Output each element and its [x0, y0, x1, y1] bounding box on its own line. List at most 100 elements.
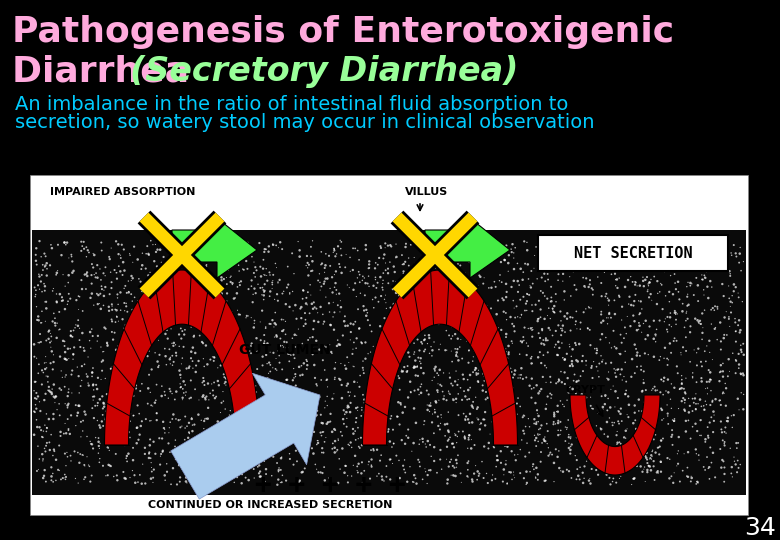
Point [197, 452, 210, 461]
Point [703, 366, 715, 374]
Point [91, 261, 104, 269]
Point [236, 362, 248, 371]
Point [142, 271, 154, 280]
Point [619, 389, 632, 398]
Point [471, 475, 484, 484]
Point [233, 441, 246, 449]
Point [518, 237, 530, 246]
Point [123, 249, 136, 258]
Point [321, 418, 334, 427]
Point [466, 475, 478, 484]
Point [604, 480, 617, 489]
Point [168, 243, 180, 252]
Point [202, 403, 215, 412]
Point [433, 297, 445, 306]
Point [638, 417, 651, 426]
Point [515, 370, 527, 379]
Point [472, 354, 484, 362]
Point [555, 324, 567, 333]
Point [540, 336, 552, 345]
Point [305, 267, 317, 275]
Point [279, 398, 292, 407]
Point [147, 474, 159, 482]
Point [33, 455, 45, 463]
Point [605, 343, 618, 352]
Point [527, 465, 540, 474]
Point [606, 477, 619, 486]
Point [502, 408, 515, 417]
Point [488, 409, 500, 418]
Point [512, 450, 524, 458]
Point [473, 420, 486, 429]
Point [579, 391, 591, 400]
Point [488, 374, 500, 383]
Point [377, 286, 389, 294]
Point [350, 344, 363, 353]
Point [718, 266, 730, 274]
Point [182, 471, 194, 480]
Point [264, 271, 276, 279]
Point [556, 237, 569, 245]
Point [542, 247, 555, 255]
Point [264, 287, 277, 296]
Point [247, 323, 260, 332]
Point [342, 403, 355, 411]
Point [693, 451, 705, 460]
Point [500, 280, 512, 288]
Point [555, 396, 567, 405]
Point [395, 314, 407, 322]
Point [318, 277, 331, 286]
Point [161, 460, 173, 468]
Point [461, 395, 473, 404]
Point [656, 246, 668, 255]
Point [585, 363, 597, 372]
Point [503, 246, 516, 254]
Point [84, 328, 97, 336]
Point [289, 404, 302, 413]
Point [509, 313, 521, 322]
Point [406, 271, 418, 280]
Point [377, 420, 389, 429]
Point [536, 325, 548, 333]
Point [649, 247, 661, 255]
Point [472, 369, 484, 378]
Point [720, 429, 732, 437]
Point [577, 273, 590, 282]
Point [216, 252, 229, 261]
Point [541, 348, 554, 357]
Point [525, 393, 537, 402]
Point [182, 250, 194, 259]
Point [183, 466, 196, 475]
Point [452, 389, 465, 398]
Point [462, 465, 474, 474]
Point [358, 306, 370, 315]
Point [636, 386, 649, 395]
Point [576, 367, 589, 375]
Point [464, 383, 477, 392]
Point [256, 284, 268, 292]
Point [208, 354, 221, 362]
Point [570, 285, 583, 294]
Point [182, 434, 194, 442]
Point [580, 361, 592, 369]
Point [583, 280, 596, 289]
Point [541, 311, 554, 320]
Point [247, 386, 260, 395]
Point [464, 409, 477, 418]
Point [595, 307, 608, 316]
Point [480, 251, 493, 259]
Point [497, 435, 509, 443]
Point [268, 319, 281, 328]
Point [637, 410, 650, 418]
Point [344, 335, 356, 344]
Point [186, 343, 199, 352]
Point [569, 415, 581, 423]
Point [199, 242, 211, 251]
Point [566, 238, 579, 246]
Point [435, 382, 448, 390]
Point [442, 435, 455, 444]
Point [262, 400, 275, 409]
Point [626, 480, 638, 489]
Point [480, 325, 492, 333]
Point [658, 318, 671, 326]
